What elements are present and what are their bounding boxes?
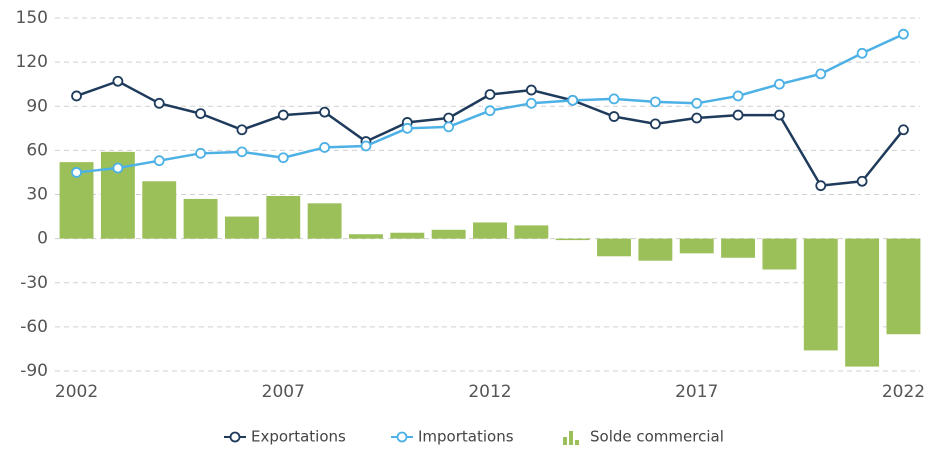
point <box>567 94 579 106</box>
point <box>153 97 165 109</box>
point <box>236 146 248 158</box>
legend: Exportations Importations Solde commercial <box>224 428 724 446</box>
point <box>691 97 703 109</box>
point <box>484 89 496 100</box>
point <box>401 122 413 134</box>
point <box>277 152 289 164</box>
point <box>319 142 331 153</box>
point <box>71 167 82 178</box>
point <box>649 96 661 108</box>
bar <box>721 238 756 258</box>
y-tick-label: -90 <box>20 361 48 381</box>
bar <box>473 222 507 239</box>
point <box>856 47 868 59</box>
legend-swatch <box>569 431 573 445</box>
legend-swatch <box>229 431 241 443</box>
x-tick-label: 2017 <box>675 382 718 402</box>
bar <box>555 238 590 241</box>
bar <box>679 238 714 254</box>
bar <box>803 238 838 351</box>
point <box>484 105 496 117</box>
point <box>608 111 620 122</box>
point <box>732 90 744 102</box>
point <box>443 112 455 124</box>
x-tick-label: 2022 <box>882 382 925 402</box>
point <box>608 93 620 105</box>
bars <box>59 151 921 367</box>
grid <box>55 17 920 372</box>
point <box>319 106 331 118</box>
x-tick-label: 2002 <box>55 382 98 402</box>
bar <box>886 238 921 335</box>
point <box>649 118 661 130</box>
point <box>360 140 372 152</box>
point <box>236 124 248 136</box>
legend-label: Importations <box>418 428 514 446</box>
y-tick-label: -30 <box>20 273 48 293</box>
y-tick-label: 0 <box>37 229 48 249</box>
point <box>856 175 868 187</box>
point <box>815 68 827 80</box>
y-tick-label: 30 <box>26 185 48 205</box>
bar <box>597 238 631 257</box>
y-tick-label: 120 <box>16 52 48 72</box>
x-tick-label: 2012 <box>468 382 511 402</box>
point <box>774 78 785 90</box>
bar <box>514 225 549 239</box>
point <box>112 162 124 174</box>
bar <box>266 195 301 239</box>
point <box>525 84 537 96</box>
point <box>443 121 455 133</box>
bar <box>762 238 797 270</box>
y-tick-label: 60 <box>26 140 48 160</box>
bar <box>431 229 466 239</box>
point <box>691 112 703 124</box>
point <box>732 109 744 121</box>
bar <box>390 232 425 239</box>
x-tick-label: 2007 <box>262 382 305 402</box>
y-tick-label: 150 <box>16 8 48 28</box>
point <box>815 180 827 192</box>
bar <box>349 234 383 239</box>
axes: -90 -60 -30 0 30 60 90 120 150 2002 2007 2012 2017 20… <box>16 8 926 402</box>
point <box>71 90 82 102</box>
legend-swatch <box>396 431 408 443</box>
point <box>774 109 785 121</box>
bar <box>307 203 342 239</box>
point <box>112 75 124 87</box>
legend-label: Exportations <box>251 428 346 446</box>
point <box>277 109 289 121</box>
point <box>195 108 206 120</box>
point <box>898 124 909 136</box>
legend-label: Solde commercial <box>590 428 724 446</box>
point <box>195 147 206 159</box>
bar <box>638 238 673 261</box>
y-tick-label: 90 <box>26 96 48 116</box>
legend-swatch <box>563 437 567 445</box>
bar <box>183 198 218 239</box>
point <box>898 28 909 40</box>
legend-swatch <box>575 440 579 445</box>
point <box>153 155 165 167</box>
y-tick-label: -60 <box>20 317 48 337</box>
point <box>525 97 537 109</box>
bar <box>142 181 177 239</box>
bar <box>224 216 259 239</box>
bar <box>845 238 880 367</box>
lines <box>71 28 909 192</box>
